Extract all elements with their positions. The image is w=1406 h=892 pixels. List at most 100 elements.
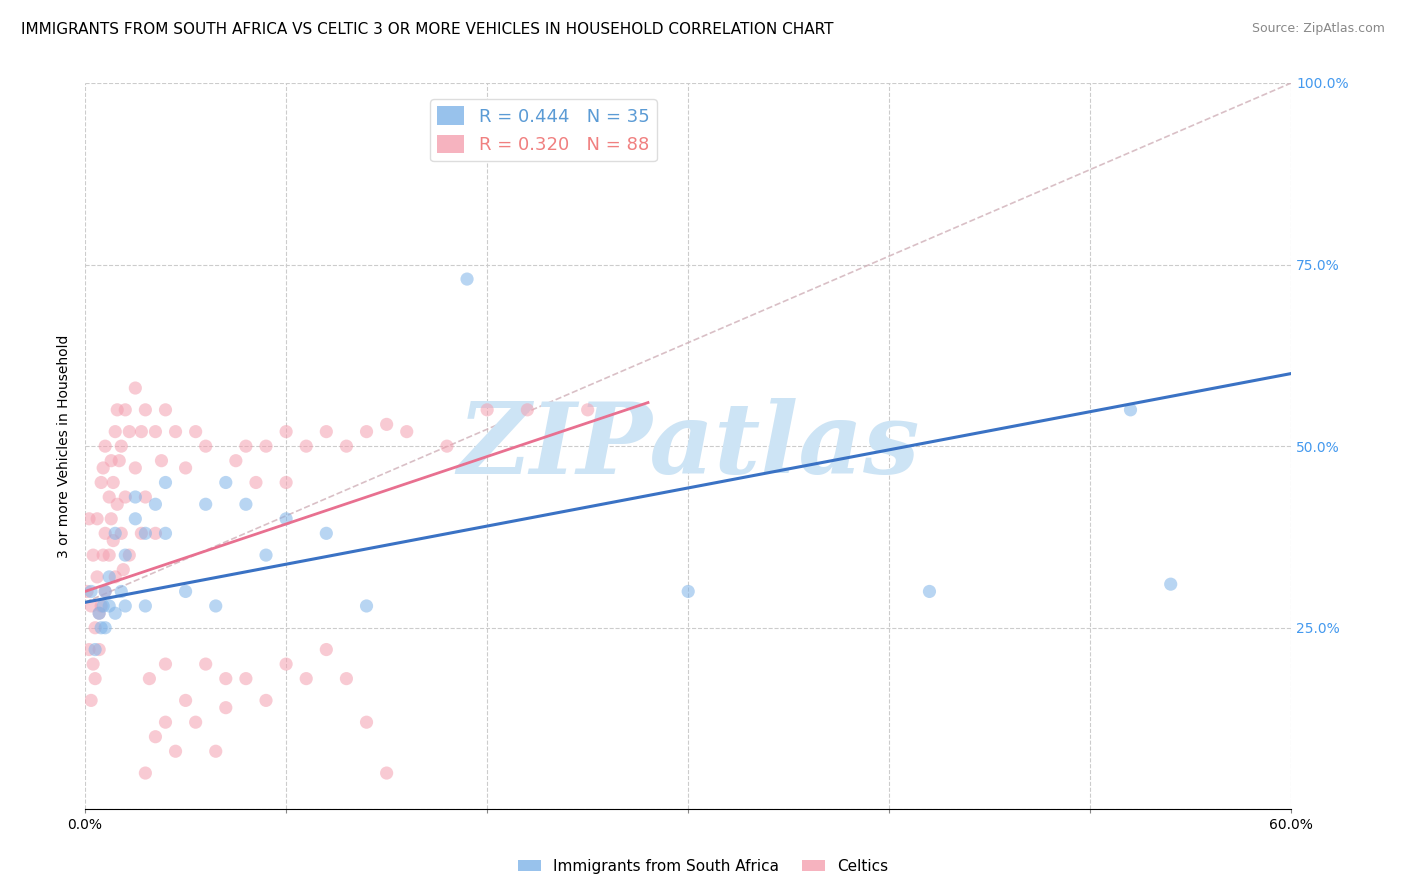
Point: [676, 584, 699, 599]
Point: [131, 526, 153, 541]
Point: [98, 599, 121, 613]
Point: [89, 642, 111, 657]
Point: [91, 599, 114, 613]
Point: [155, 402, 177, 417]
Point: [204, 599, 226, 613]
Point: [94, 526, 117, 541]
Point: [90, 599, 112, 613]
Point: [395, 425, 418, 439]
Point: [145, 526, 167, 541]
Point: [114, 599, 136, 613]
Point: [104, 526, 127, 541]
Point: [1160, 577, 1182, 591]
Point: [155, 657, 177, 671]
Point: [124, 461, 146, 475]
Point: [335, 439, 357, 453]
Point: [110, 439, 132, 453]
Point: [436, 439, 458, 453]
Point: [89, 606, 111, 620]
Point: [134, 526, 156, 541]
Point: [165, 425, 187, 439]
Point: [77, 642, 100, 657]
Point: [108, 453, 131, 467]
Point: [235, 497, 257, 511]
Point: [89, 606, 111, 620]
Point: [134, 490, 156, 504]
Point: [274, 512, 297, 526]
Point: [94, 584, 117, 599]
Point: [105, 402, 128, 417]
Point: [576, 402, 599, 417]
Point: [215, 475, 238, 490]
Point: [114, 548, 136, 562]
Point: [274, 475, 297, 490]
Point: [118, 425, 141, 439]
Point: [215, 672, 238, 686]
Point: [91, 548, 114, 562]
Point: [174, 584, 197, 599]
Point: [254, 439, 277, 453]
Point: [315, 526, 337, 541]
Point: [194, 439, 217, 453]
Point: [134, 599, 156, 613]
Point: [456, 272, 478, 286]
Point: [84, 621, 107, 635]
Point: [155, 475, 177, 490]
Point: [124, 490, 146, 504]
Point: [104, 570, 127, 584]
Point: [356, 425, 378, 439]
Point: [315, 642, 337, 657]
Point: [516, 402, 538, 417]
Point: [103, 533, 125, 548]
Point: [84, 672, 107, 686]
Point: [110, 526, 132, 541]
Point: [84, 642, 107, 657]
Point: [80, 584, 103, 599]
Point: [375, 766, 398, 780]
Point: [254, 548, 277, 562]
Point: [90, 621, 112, 635]
Point: [131, 425, 153, 439]
Point: [134, 402, 156, 417]
Point: [145, 497, 167, 511]
Point: [77, 512, 100, 526]
Point: [918, 584, 941, 599]
Point: [90, 475, 112, 490]
Point: [94, 439, 117, 453]
Point: [80, 693, 103, 707]
Point: [100, 512, 122, 526]
Point: [110, 584, 132, 599]
Point: [204, 744, 226, 758]
Point: [235, 439, 257, 453]
Point: [184, 715, 207, 730]
Text: ZIPatlas: ZIPatlas: [457, 398, 920, 494]
Point: [124, 381, 146, 395]
Point: [103, 475, 125, 490]
Point: [145, 425, 167, 439]
Point: [86, 512, 108, 526]
Point: [114, 490, 136, 504]
Point: [86, 570, 108, 584]
Point: [138, 672, 160, 686]
Point: [184, 425, 207, 439]
Point: [274, 425, 297, 439]
Point: [82, 657, 104, 671]
Point: [104, 606, 127, 620]
Point: [174, 693, 197, 707]
Text: Source: ZipAtlas.com: Source: ZipAtlas.com: [1251, 22, 1385, 36]
Point: [335, 672, 357, 686]
Point: [118, 548, 141, 562]
Point: [105, 497, 128, 511]
Point: [150, 453, 173, 467]
Point: [82, 548, 104, 562]
Point: [194, 657, 217, 671]
Point: [100, 453, 122, 467]
Point: [124, 512, 146, 526]
Point: [165, 744, 187, 758]
Point: [94, 621, 117, 635]
Point: [215, 700, 238, 714]
Point: [98, 490, 121, 504]
Legend: R = 0.444   N = 35, R = 0.320   N = 88: R = 0.444 N = 35, R = 0.320 N = 88: [430, 99, 657, 161]
Point: [274, 657, 297, 671]
Point: [155, 715, 177, 730]
